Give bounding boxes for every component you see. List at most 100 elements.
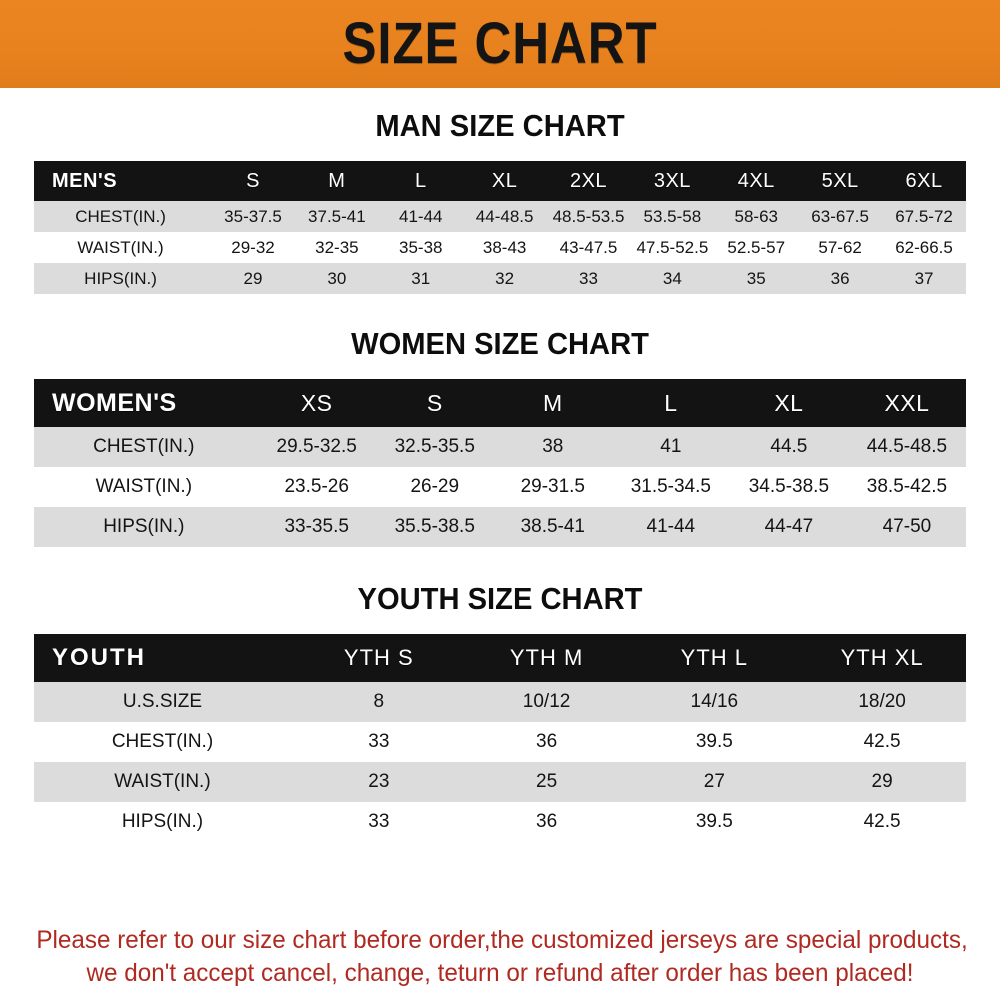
cell-value: 53.5-58 <box>643 206 702 226</box>
column-header-xl: XL <box>491 169 518 192</box>
cell-value: 35 <box>746 268 766 288</box>
cell-value: 36 <box>536 731 558 752</box>
table-header-row: YOUTH YTH S YTH M YTH L YTH XL <box>34 634 966 682</box>
cell-value: 44-47 <box>764 516 814 537</box>
table-header-label: MEN'S <box>52 169 118 192</box>
cell-value: 44.5 <box>770 436 808 457</box>
column-header-6xl: 6XL <box>905 169 943 192</box>
row-label: HIPS(IN.) <box>103 516 185 537</box>
cell-value: 58-63 <box>734 206 778 226</box>
column-header-s: S <box>246 169 260 192</box>
row-label: CHEST(IN.) <box>111 731 214 752</box>
column-header-3xl: 3XL <box>653 169 691 192</box>
cell-value: 52.5-57 <box>727 237 786 257</box>
table-youth-body: U.S.SIZE 8 10/12 14/16 18/20 CHEST(IN.) 33 36 39… <box>34 682 966 842</box>
cell-value: 33 <box>368 731 390 752</box>
cell-value: 63-67.5 <box>811 206 869 226</box>
column-header-xl: XL <box>774 389 804 416</box>
table-row: WAIST(IN.) 29-32 32-35 35-38 38-43 43-47.5 47.… <box>34 232 966 263</box>
cell-value: 37.5-41 <box>308 206 366 226</box>
footer-note: Please refer to our size chart before or… <box>0 910 1000 1000</box>
table-row: HIPS(IN.) 33 36 39.5 42.5 <box>34 802 966 842</box>
section-women: WOMEN SIZE CHART WOMEN'S XS S M L XL XXL CHEST… <box>34 294 966 547</box>
table-row: HIPS(IN.) 29 30 31 32 33 34 35 36 37 <box>34 263 966 294</box>
cell-value: 32.5-35.5 <box>394 436 475 457</box>
cell-value: 38.5-41 <box>520 516 586 537</box>
cell-value: 39.5 <box>695 811 733 832</box>
column-header-l: L <box>414 169 427 192</box>
cell-value: 44.5-48.5 <box>866 436 948 457</box>
cell-value: 33 <box>579 268 598 288</box>
cell-value: 33 <box>368 811 390 832</box>
cell-value: 8 <box>373 691 385 712</box>
cell-value: 35-38 <box>399 237 443 257</box>
section-title-man: MAN SIZE CHART <box>375 108 625 143</box>
row-label: HIPS(IN.) <box>84 268 157 288</box>
column-header-xxl: XXL <box>884 389 930 416</box>
section-title-women: WOMEN SIZE CHART <box>351 326 649 361</box>
cell-value: 29 <box>243 268 263 288</box>
cell-value: 10/12 <box>522 691 571 712</box>
cell-value: 39.5 <box>695 731 733 752</box>
cell-value: 38-43 <box>482 237 527 257</box>
table-man-header: MEN'S S M L XL 2XL 3XL 4XL 5XL 6XL <box>34 161 966 201</box>
cell-value: 67.5-72 <box>895 206 953 226</box>
row-label: WAIST(IN.) <box>77 237 164 257</box>
cell-value: 35-37.5 <box>224 206 282 226</box>
column-header-m: M <box>542 389 563 416</box>
footer-line-1: Please refer to our size chart before or… <box>36 926 968 954</box>
cell-value: 29 <box>871 771 893 792</box>
cell-value: 42.5 <box>863 811 901 832</box>
table-man: MEN'S S M L XL 2XL 3XL 4XL 5XL 6XL CHEST(IN.) 35-3… <box>34 161 966 294</box>
cell-value: 31 <box>411 268 431 288</box>
cell-value: 38 <box>542 436 564 457</box>
cell-value: 41-44 <box>399 206 443 226</box>
cell-value: 29-31.5 <box>520 476 586 497</box>
cell-value: 34 <box>662 268 682 288</box>
cell-value: 47-50 <box>882 516 932 537</box>
cell-value: 23 <box>368 771 390 792</box>
section-title-youth: YOUTH SIZE CHART <box>357 581 643 616</box>
row-label: CHEST(IN.) <box>75 206 166 226</box>
column-header-yth-s: YTH S <box>343 645 414 670</box>
row-label: WAIST(IN.) <box>114 771 211 792</box>
cell-value: 42.5 <box>863 731 901 752</box>
cell-value: 25 <box>536 771 558 792</box>
table-header-row: WOMEN'S XS S M L XL XXL <box>34 379 966 427</box>
cell-value: 36 <box>536 811 558 832</box>
table-row: WAIST(IN.) 23 25 27 29 <box>34 762 966 802</box>
table-row: CHEST(IN.) 29.5-32.5 32.5-35.5 38 41 44.5 44.5… <box>34 427 966 467</box>
cell-value: 30 <box>327 268 347 288</box>
row-label: U.S.SIZE <box>122 691 203 712</box>
chart-content: MAN SIZE CHART MEN'S S M L XL 2XL 3XL 4XL 5XL 6XL… <box>0 88 1000 910</box>
table-row: HIPS(IN.) 33-35.5 35.5-38.5 38.5-41 41-44 44-… <box>34 507 966 547</box>
cell-value: 37 <box>914 268 934 288</box>
table-row: U.S.SIZE 8 10/12 14/16 18/20 <box>34 682 966 722</box>
cell-value: 29.5-32.5 <box>276 436 357 457</box>
table-row: CHEST(IN.) 33 36 39.5 42.5 <box>34 722 966 762</box>
cell-value: 29-32 <box>231 237 275 257</box>
row-label: CHEST(IN.) <box>93 436 195 457</box>
column-header-4xl: 4XL <box>737 169 775 192</box>
cell-value: 35.5-38.5 <box>394 516 475 537</box>
footer-line-2: we don't accept cancel, change, teturn o… <box>86 959 914 987</box>
cell-value: 62-66.5 <box>895 237 953 257</box>
cell-value: 38.5-42.5 <box>866 476 948 497</box>
banner-title: SIZE CHART <box>342 11 658 76</box>
column-header-yth-l: YTH L <box>680 645 748 670</box>
table-women: WOMEN'S XS S M L XL XXL CHEST(IN.) 29.5-32.5 32.… <box>34 379 966 547</box>
cell-value: 14/16 <box>690 691 739 712</box>
cell-value: 44-48.5 <box>475 206 534 226</box>
table-women-body: CHEST(IN.) 29.5-32.5 32.5-35.5 38 41 44.5 44.5… <box>34 427 966 547</box>
column-header-xs: XS <box>300 389 333 416</box>
cell-value: 23.5-26 <box>284 476 349 497</box>
cell-value: 36 <box>830 268 850 288</box>
cell-value: 32-35 <box>315 237 359 257</box>
table-row: WAIST(IN.) 23.5-26 26-29 29-31.5 31.5-34.5 34… <box>34 467 966 507</box>
table-youth: YOUTH YTH S YTH M YTH L YTH XL U.S.SIZE 8 10/1… <box>34 634 966 842</box>
table-row: CHEST(IN.) 35-37.5 37.5-41 41-44 44-48.5 48.5… <box>34 201 966 232</box>
cell-value: 43-47.5 <box>559 237 618 257</box>
table-youth-header: YOUTH YTH S YTH M YTH L YTH XL <box>34 634 966 682</box>
column-header-2xl: 2XL <box>569 169 608 192</box>
